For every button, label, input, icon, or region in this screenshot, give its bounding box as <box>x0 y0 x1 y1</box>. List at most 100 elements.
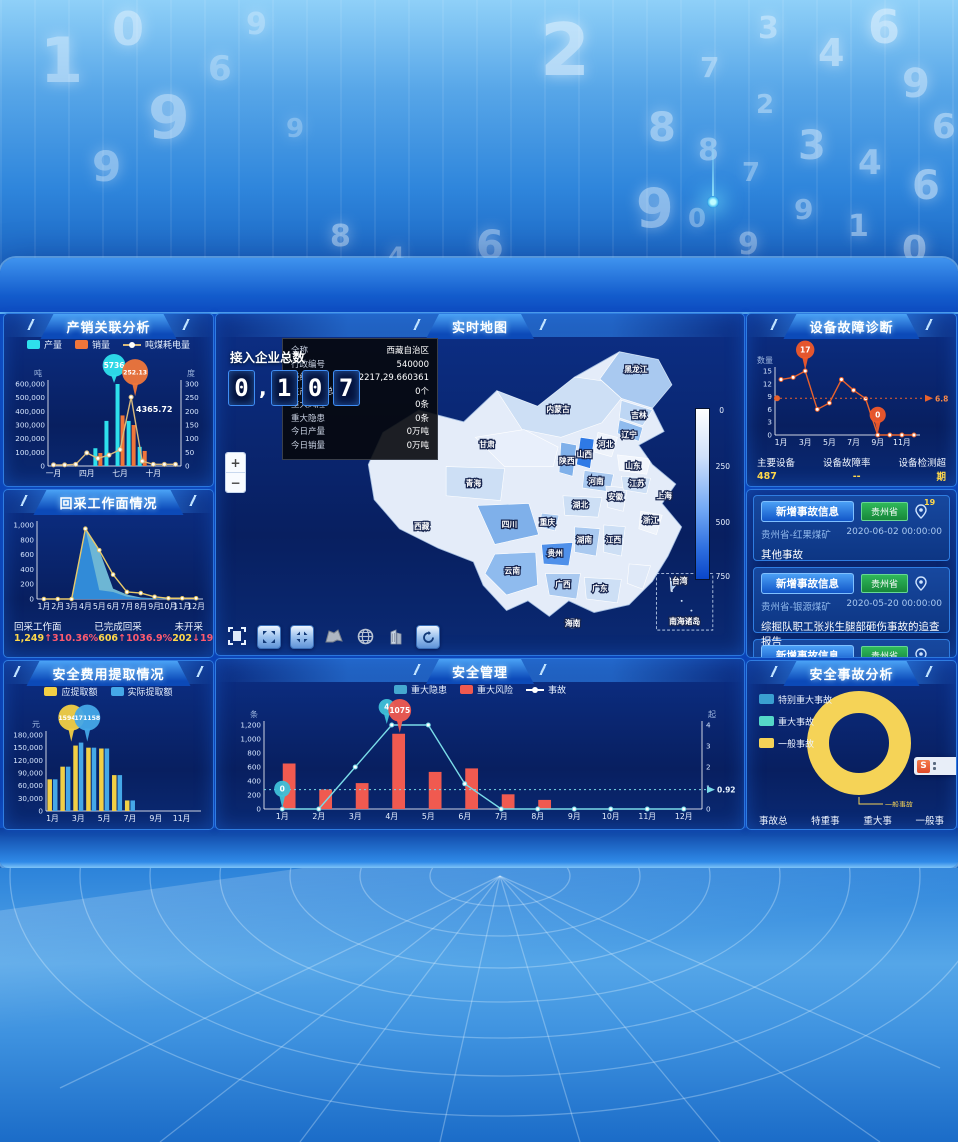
dashboard-bottom-strip <box>0 828 958 868</box>
province-badge[interactable]: 贵州省 <box>861 646 909 657</box>
svg-text:七月: 七月 <box>112 469 128 478</box>
svg-text:湖北: 湖北 <box>573 499 589 509</box>
svg-text:8月: 8月 <box>134 602 147 611</box>
accident-card: 新增事故信息 贵州省 19 贵州省-红果煤矿 2020-06-02 00:00:… <box>753 495 950 561</box>
slash-decor-icon <box>19 495 30 506</box>
legend-label: 应提取额 <box>61 688 98 698</box>
svg-text:0.92: 0.92 <box>717 786 736 795</box>
accident-card: 新增事故信息 贵州省 <box>753 639 950 657</box>
svg-text:3: 3 <box>767 418 772 427</box>
svg-text:5月: 5月 <box>823 438 836 447</box>
province-badge[interactable]: 贵州省 <box>861 574 909 593</box>
svg-text:12月: 12月 <box>187 602 205 611</box>
south-china-sea-box <box>655 573 714 631</box>
accident-donut-chart: 一般事故 <box>807 691 913 807</box>
svg-text:10月: 10月 <box>602 812 620 821</box>
province-badge[interactable]: 贵州省 <box>861 502 909 521</box>
slash-decor-icon <box>411 319 422 330</box>
shrink-icon[interactable] <box>290 625 314 649</box>
tooltip-label: 今日产量 <box>291 427 326 437</box>
background-digit: 1 <box>848 209 869 244</box>
background-digit: 9 <box>148 83 190 153</box>
map-color-scale <box>695 408 710 580</box>
slash-decor-icon <box>769 666 780 677</box>
location-pin-icon[interactable] <box>915 576 927 591</box>
slash-decor-icon <box>769 319 780 330</box>
stat-label: 已完成回采 <box>94 622 142 633</box>
taiwan-island <box>669 576 677 592</box>
accident-date: 2020-05-20 00:00:00 <box>846 599 942 609</box>
panel-title: 回采工作面情况 <box>33 490 183 515</box>
svg-text:150,000: 150,000 <box>13 743 43 752</box>
tooltip-value: 0万吨 <box>406 427 429 437</box>
svg-text:吉林: 吉林 <box>631 410 647 420</box>
svg-text:171158: 171158 <box>74 715 100 722</box>
background-digit: 9 <box>636 177 674 240</box>
location-pin-icon[interactable] <box>915 648 927 657</box>
dashboard-shell: 产销关联分析 产量 销量 吨煤耗电量 0 100,000 200,000 300,00… <box>0 258 958 868</box>
background-digit: 6 <box>932 107 956 147</box>
scale-tick: 0 <box>719 406 724 415</box>
svg-text:11月: 11月 <box>173 814 191 823</box>
svg-text:7月: 7月 <box>495 812 508 821</box>
panel-realtime-map: 实时地图 接入企业总数 0 , 1 0 7 全称 西藏自治区 行政编号 540000… <box>215 313 745 656</box>
svg-text:0: 0 <box>40 462 45 471</box>
svg-text:4: 4 <box>384 703 389 712</box>
widget-dots-icon <box>933 762 936 770</box>
legend-label: 产量 <box>43 341 62 351</box>
background-digit: 1 <box>40 24 84 97</box>
background-digit: 9 <box>92 142 122 191</box>
fullscreen-icon[interactable] <box>226 625 248 647</box>
stat-value: 606 <box>98 633 119 644</box>
svg-text:3月: 3月 <box>799 438 812 447</box>
equipment-stat-labels: 主要设备 设备故障率 设备检测超 <box>747 455 956 469</box>
stat-change: ↓19.29% <box>192 633 214 644</box>
building-icon[interactable] <box>385 625 407 647</box>
panel-header: 安全管理 <box>216 659 744 682</box>
location-pin-icon[interactable]: 19 <box>915 498 935 519</box>
new-accident-button[interactable]: 新增事故信息 <box>761 573 854 594</box>
equipment-stat-values: 487 -- 期 <box>747 469 956 484</box>
counter-separator: , <box>259 376 267 400</box>
svg-text:1075: 1075 <box>389 706 410 715</box>
slash-decor-icon <box>411 664 422 675</box>
svg-text:400: 400 <box>20 565 34 574</box>
svg-text:800: 800 <box>247 749 261 758</box>
background-digit: 7 <box>742 158 761 188</box>
svg-text:6月: 6月 <box>107 602 120 611</box>
svg-text:9月: 9月 <box>148 602 161 611</box>
new-accident-button[interactable]: 新增事故信息 <box>761 645 854 657</box>
svg-text:0: 0 <box>706 805 711 814</box>
panel-safety-mgmt: 安全管理 重大隐患 重大风险 事故 0 200 400 600 800 1,000 1,20… <box>215 658 745 830</box>
map-toolbar <box>226 625 440 649</box>
legend-label: 重大隐患 <box>410 686 447 696</box>
refresh-icon[interactable] <box>416 625 440 649</box>
expand-icon[interactable] <box>257 625 281 649</box>
legend-label: 特别重大事故 <box>778 696 833 706</box>
svg-text:12月: 12月 <box>675 812 693 821</box>
background-digit: 8 <box>698 133 719 168</box>
enterprise-counter: 0 , 1 0 7 <box>228 370 360 406</box>
new-accident-button[interactable]: 新增事故信息 <box>761 501 854 522</box>
analysis-stat-labels: 事故总 特重事 重大事 一般事 <box>747 813 956 827</box>
stat-label: 未开采 <box>174 622 203 633</box>
panel-title: 安全费用提取情况 <box>26 661 190 686</box>
s-widget-icon[interactable]: S <box>917 759 930 773</box>
svg-text:1,000: 1,000 <box>13 521 34 530</box>
china-map[interactable]: 黑龙江 吉林 辽宁 内蒙古 河北 山西 陕西 山东 河南 甘肃 青海 西藏 四川… <box>316 340 732 632</box>
tooltip-value: 0个 <box>415 386 429 397</box>
globe-icon[interactable] <box>354 625 376 647</box>
slash-decor-icon <box>26 319 37 330</box>
svg-text:0: 0 <box>256 805 261 814</box>
floating-widget[interactable]: S <box>914 757 956 775</box>
panel-accidents: 新增事故信息 贵州省 19 贵州省-红果煤矿 2020-06-02 00:00:… <box>746 489 957 658</box>
zoom-in-button[interactable]: + <box>226 453 245 473</box>
svg-text:3月: 3月 <box>349 812 362 821</box>
svg-text:云南: 云南 <box>505 566 521 576</box>
svg-text:5月: 5月 <box>98 814 111 823</box>
zoom-out-button[interactable]: − <box>226 473 245 492</box>
legend: 重大隐患 重大风险 事故 <box>216 682 744 697</box>
svg-text:5736: 5736 <box>104 361 125 370</box>
svg-text:安徽: 安徽 <box>608 492 624 502</box>
map-icon[interactable] <box>323 625 345 647</box>
